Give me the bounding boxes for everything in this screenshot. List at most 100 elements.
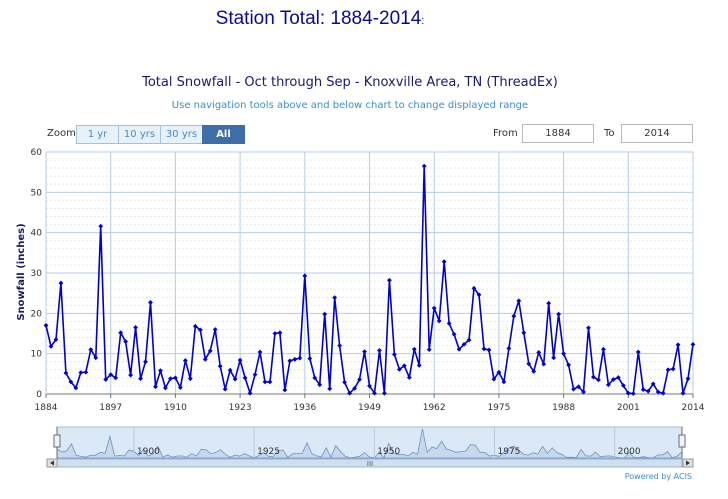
data-point[interactable] — [68, 379, 74, 385]
data-point[interactable] — [411, 346, 417, 352]
data-point[interactable] — [367, 383, 372, 389]
data-point[interactable] — [282, 387, 288, 393]
data-point[interactable] — [690, 341, 696, 347]
data-point[interactable] — [566, 362, 571, 368]
data-point[interactable] — [576, 384, 581, 390]
data-point[interactable] — [610, 377, 616, 382]
data-point[interactable] — [571, 386, 576, 392]
data-point[interactable] — [655, 389, 661, 395]
data-point[interactable] — [43, 323, 49, 328]
data-point[interactable] — [317, 382, 323, 388]
from-date-input[interactable]: 1884 — [522, 124, 594, 143]
data-point[interactable] — [177, 385, 183, 390]
data-point[interactable] — [421, 163, 427, 169]
data-point[interactable] — [312, 375, 318, 381]
data-point[interactable] — [401, 363, 407, 369]
data-point[interactable] — [307, 356, 313, 361]
data-point[interactable] — [108, 372, 114, 378]
navigator-right-handle[interactable] — [678, 434, 686, 448]
data-point[interactable] — [680, 390, 686, 396]
data-point[interactable] — [133, 325, 138, 330]
data-point[interactable] — [650, 381, 656, 387]
data-point[interactable] — [521, 330, 527, 336]
data-point[interactable] — [257, 349, 263, 355]
data-point[interactable] — [461, 341, 467, 347]
data-point[interactable] — [207, 348, 213, 354]
data-point[interactable] — [391, 352, 397, 357]
data-point[interactable] — [292, 356, 298, 362]
data-point[interactable] — [471, 285, 477, 291]
data-point[interactable] — [377, 348, 382, 353]
data-point[interactable] — [486, 347, 492, 353]
data-point[interactable] — [118, 330, 124, 336]
data-point[interactable] — [168, 376, 173, 382]
data-point[interactable] — [630, 391, 636, 396]
data-point[interactable] — [446, 321, 452, 326]
to-date-input[interactable]: 2014 — [621, 124, 693, 143]
data-point[interactable] — [227, 367, 233, 373]
data-point[interactable] — [352, 385, 357, 391]
data-point[interactable] — [660, 390, 666, 396]
data-point[interactable] — [441, 259, 447, 265]
data-point[interactable] — [272, 331, 278, 336]
data-point[interactable] — [546, 300, 552, 306]
data-point[interactable] — [601, 346, 606, 352]
data-point[interactable] — [237, 357, 243, 363]
data-point[interactable] — [406, 375, 412, 380]
data-point[interactable] — [536, 350, 542, 355]
data-point[interactable] — [48, 344, 54, 349]
data-point[interactable] — [222, 386, 228, 392]
data-point[interactable] — [491, 376, 497, 382]
data-point[interactable] — [605, 382, 611, 388]
data-point[interactable] — [58, 280, 64, 286]
data-point[interactable] — [596, 377, 601, 383]
data-point[interactable] — [506, 346, 512, 351]
data-point[interactable] — [232, 376, 238, 382]
data-point[interactable] — [113, 375, 119, 381]
data-point[interactable] — [197, 327, 203, 333]
data-point[interactable] — [382, 390, 387, 396]
data-point[interactable] — [526, 361, 532, 367]
zoom-30yrs-button[interactable]: 30 yrs — [160, 125, 203, 144]
data-point[interactable] — [158, 368, 163, 374]
data-point[interactable] — [347, 390, 352, 396]
data-point[interactable] — [635, 349, 641, 355]
data-point[interactable] — [123, 339, 129, 344]
data-point[interactable] — [297, 355, 303, 361]
data-point[interactable] — [182, 358, 188, 363]
data-point[interactable] — [247, 390, 253, 396]
data-point[interactable] — [591, 374, 596, 380]
data-point[interactable] — [645, 388, 651, 394]
data-point[interactable] — [436, 318, 442, 324]
data-point[interactable] — [217, 363, 223, 369]
data-point[interactable] — [615, 375, 621, 380]
data-point[interactable] — [431, 305, 437, 311]
data-point[interactable] — [561, 351, 566, 357]
data-point[interactable] — [138, 376, 143, 382]
credits-link[interactable]: Powered by ACIS — [624, 472, 692, 481]
zoom-all-button[interactable]: All — [202, 125, 245, 144]
data-point[interactable] — [287, 358, 293, 364]
data-point[interactable] — [53, 337, 59, 342]
data-point[interactable] — [476, 292, 482, 298]
data-point[interactable] — [277, 330, 283, 336]
data-point[interactable] — [531, 369, 537, 374]
data-point[interactable] — [327, 386, 333, 392]
data-point[interactable] — [78, 370, 84, 376]
data-point[interactable] — [357, 377, 362, 382]
data-point[interactable] — [501, 379, 507, 385]
data-point[interactable] — [466, 337, 472, 343]
data-point[interactable] — [625, 390, 631, 396]
data-point[interactable] — [640, 387, 646, 392]
data-point[interactable] — [372, 390, 377, 396]
data-point[interactable] — [342, 379, 348, 385]
data-point[interactable] — [93, 355, 99, 361]
data-point[interactable] — [212, 327, 218, 332]
data-point[interactable] — [511, 313, 517, 319]
data-point[interactable] — [581, 389, 586, 395]
data-point[interactable] — [103, 377, 109, 382]
data-point[interactable] — [332, 295, 338, 301]
data-point[interactable] — [556, 311, 562, 317]
data-point[interactable] — [128, 372, 134, 378]
data-point[interactable] — [143, 359, 148, 365]
